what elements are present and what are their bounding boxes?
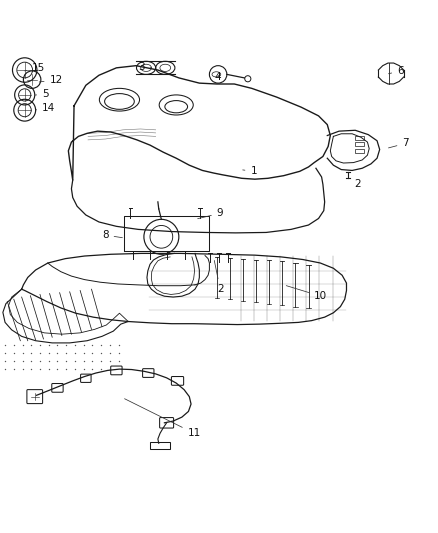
Text: 2: 2 <box>349 179 361 189</box>
Text: 6: 6 <box>389 66 404 76</box>
Text: 5: 5 <box>35 89 49 99</box>
Text: 11: 11 <box>124 399 201 438</box>
Text: 4: 4 <box>215 71 221 82</box>
Text: 9: 9 <box>198 208 223 219</box>
Bar <box>355 142 364 147</box>
Text: 3: 3 <box>138 61 152 71</box>
Text: 10: 10 <box>286 286 327 301</box>
Bar <box>355 135 364 140</box>
Bar <box>150 442 170 449</box>
Text: 2: 2 <box>214 261 223 294</box>
Text: 14: 14 <box>36 103 56 114</box>
Text: 7: 7 <box>389 139 409 148</box>
Text: 15: 15 <box>25 63 46 73</box>
Text: 12: 12 <box>39 75 63 85</box>
Text: 8: 8 <box>102 230 122 240</box>
Bar <box>355 149 364 153</box>
Text: 1: 1 <box>243 166 257 176</box>
